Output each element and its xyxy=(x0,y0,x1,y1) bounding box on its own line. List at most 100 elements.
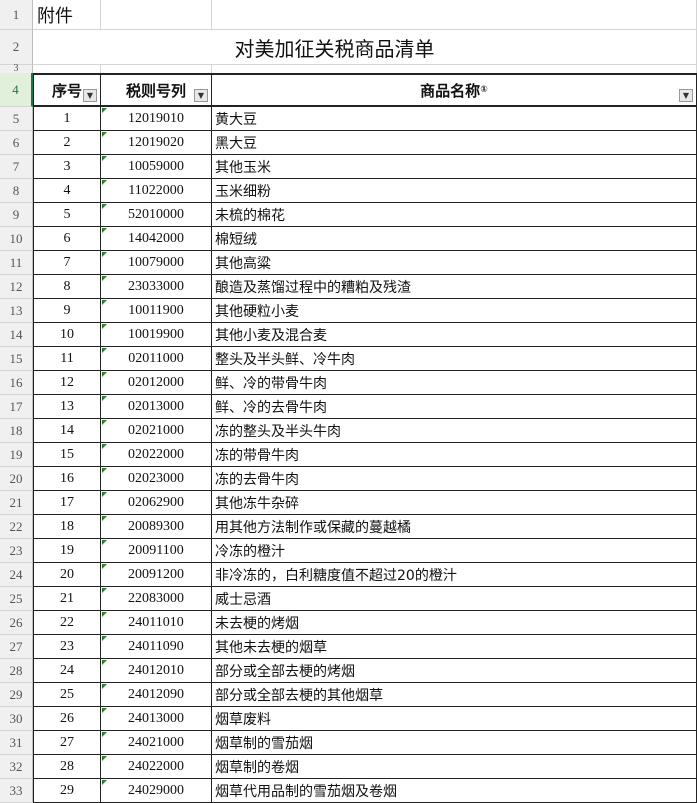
cell-seq[interactable]: 3 xyxy=(33,155,101,179)
row-header[interactable]: 26 xyxy=(0,611,33,635)
cell-name[interactable]: 棉短绒 xyxy=(212,227,697,251)
row-header[interactable]: 24 xyxy=(0,563,33,587)
cell-code[interactable]: 12019020 xyxy=(101,131,212,155)
cell-name[interactable]: 鲜、冷的去骨牛肉 xyxy=(212,395,697,419)
row-header[interactable]: 20 xyxy=(0,467,33,491)
row-header[interactable]: 6 xyxy=(0,131,33,155)
row-header[interactable]: 4 xyxy=(0,73,33,107)
cell-code[interactable]: 20091200 xyxy=(101,563,212,587)
cell-seq[interactable]: 9 xyxy=(33,299,101,323)
cell-a1[interactable]: 附件 xyxy=(33,0,101,30)
cell-code[interactable]: 22083000 xyxy=(101,587,212,611)
cell-seq[interactable]: 11 xyxy=(33,347,101,371)
cell-name[interactable]: 其他玉米 xyxy=(212,155,697,179)
sheet-title[interactable]: 对美加征关税商品清单 xyxy=(33,30,697,65)
row-header[interactable]: 10 xyxy=(0,227,33,251)
cell-seq[interactable]: 17 xyxy=(33,491,101,515)
cell-code[interactable]: 02023000 xyxy=(101,467,212,491)
row-header[interactable]: 2 xyxy=(0,30,33,65)
cell-seq[interactable]: 18 xyxy=(33,515,101,539)
cell-name[interactable]: 烟草代用品制的雪茄烟及卷烟 xyxy=(212,779,697,803)
row-header[interactable]: 29 xyxy=(0,683,33,707)
cell-name[interactable]: 非冷冻的，白利糖度值不超过20的橙汁 xyxy=(212,563,697,587)
row-header[interactable]: 32 xyxy=(0,755,33,779)
cell-seq[interactable]: 26 xyxy=(33,707,101,731)
cell-code[interactable]: 10011900 xyxy=(101,299,212,323)
filter-dropdown-icon[interactable]: ▼ xyxy=(679,89,693,102)
filter-dropdown-icon[interactable]: ▼ xyxy=(194,89,208,102)
cell-seq[interactable]: 29 xyxy=(33,779,101,803)
cell-code[interactable]: 02022000 xyxy=(101,443,212,467)
cell-seq[interactable]: 21 xyxy=(33,587,101,611)
row-header[interactable]: 31 xyxy=(0,731,33,755)
cell-code[interactable]: 20089300 xyxy=(101,515,212,539)
cell-code[interactable]: 10059000 xyxy=(101,155,212,179)
cell-name[interactable]: 未去梗的烤烟 xyxy=(212,611,697,635)
cell-name[interactable]: 烟草制的卷烟 xyxy=(212,755,697,779)
cell-seq[interactable]: 5 xyxy=(33,203,101,227)
cell-seq[interactable]: 13 xyxy=(33,395,101,419)
cell-code[interactable]: 24022000 xyxy=(101,755,212,779)
cell-name[interactable]: 冻的整头及半头牛肉 xyxy=(212,419,697,443)
cell-code[interactable]: 02021000 xyxy=(101,419,212,443)
cell-seq[interactable]: 4 xyxy=(33,179,101,203)
cell-code[interactable]: 14042000 xyxy=(101,227,212,251)
cell-code[interactable]: 02062900 xyxy=(101,491,212,515)
cell-code[interactable]: 24011010 xyxy=(101,611,212,635)
cell-seq[interactable]: 10 xyxy=(33,323,101,347)
cell-c1[interactable] xyxy=(212,0,697,30)
cell-seq[interactable]: 6 xyxy=(33,227,101,251)
row-header[interactable]: 11 xyxy=(0,251,33,275)
cell-name[interactable]: 冻的带骨牛肉 xyxy=(212,443,697,467)
row-header[interactable]: 17 xyxy=(0,395,33,419)
row-header[interactable]: 21 xyxy=(0,491,33,515)
cell-seq[interactable]: 12 xyxy=(33,371,101,395)
cell-code[interactable]: 52010000 xyxy=(101,203,212,227)
row-header[interactable]: 16 xyxy=(0,371,33,395)
cell-name[interactable]: 威士忌酒 xyxy=(212,587,697,611)
cell-name[interactable]: 其他高粱 xyxy=(212,251,697,275)
cell-name[interactable]: 冻的去骨牛肉 xyxy=(212,467,697,491)
row-header[interactable]: 14 xyxy=(0,323,33,347)
header-seq[interactable]: 序号 ▼ xyxy=(33,73,101,107)
filter-dropdown-icon[interactable]: ▼ xyxy=(83,89,97,102)
header-name[interactable]: 商品名称 ① ▼ xyxy=(212,73,697,107)
row-header[interactable]: 5 xyxy=(0,107,33,131)
cell-code[interactable]: 12019010 xyxy=(101,107,212,131)
cell-code[interactable]: 20091100 xyxy=(101,539,212,563)
cell-code[interactable]: 24021000 xyxy=(101,731,212,755)
cell-code[interactable]: 24011090 xyxy=(101,635,212,659)
cell-name[interactable]: 冷冻的橙汁 xyxy=(212,539,697,563)
row-header[interactable]: 13 xyxy=(0,299,33,323)
row-header[interactable]: 28 xyxy=(0,659,33,683)
row-header[interactable]: 33 xyxy=(0,779,33,803)
cell-name[interactable]: 整头及半头鲜、冷牛肉 xyxy=(212,347,697,371)
row-header[interactable]: 25 xyxy=(0,587,33,611)
cell-code[interactable]: 10019900 xyxy=(101,323,212,347)
cell-code[interactable]: 02011000 xyxy=(101,347,212,371)
cell-code[interactable]: 02013000 xyxy=(101,395,212,419)
cell-seq[interactable]: 7 xyxy=(33,251,101,275)
cell-code[interactable]: 11022000 xyxy=(101,179,212,203)
cell-seq[interactable]: 24 xyxy=(33,659,101,683)
cell-seq[interactable]: 25 xyxy=(33,683,101,707)
cell-name[interactable]: 用其他方法制作或保藏的蔓越橘 xyxy=(212,515,697,539)
cell-code[interactable]: 24029000 xyxy=(101,779,212,803)
cell-seq[interactable]: 1 xyxy=(33,107,101,131)
cell-name[interactable]: 未梳的棉花 xyxy=(212,203,697,227)
cell-code[interactable]: 23033000 xyxy=(101,275,212,299)
cell-name[interactable]: 其他冻牛杂碎 xyxy=(212,491,697,515)
row-header[interactable]: 18 xyxy=(0,419,33,443)
cell-seq[interactable]: 15 xyxy=(33,443,101,467)
cell-name[interactable]: 部分或全部去梗的烤烟 xyxy=(212,659,697,683)
row-header[interactable]: 23 xyxy=(0,539,33,563)
row-header[interactable]: 9 xyxy=(0,203,33,227)
cell-name[interactable]: 烟草制的雪茄烟 xyxy=(212,731,697,755)
header-code[interactable]: 税则号列 ▼ xyxy=(101,73,212,107)
row-header[interactable]: 7 xyxy=(0,155,33,179)
cell-code[interactable]: 10079000 xyxy=(101,251,212,275)
row-header[interactable]: 1 xyxy=(0,0,33,30)
cell-name[interactable]: 鲜、冷的带骨牛肉 xyxy=(212,371,697,395)
cell-name[interactable]: 部分或全部去梗的其他烟草 xyxy=(212,683,697,707)
row-header[interactable]: 19 xyxy=(0,443,33,467)
